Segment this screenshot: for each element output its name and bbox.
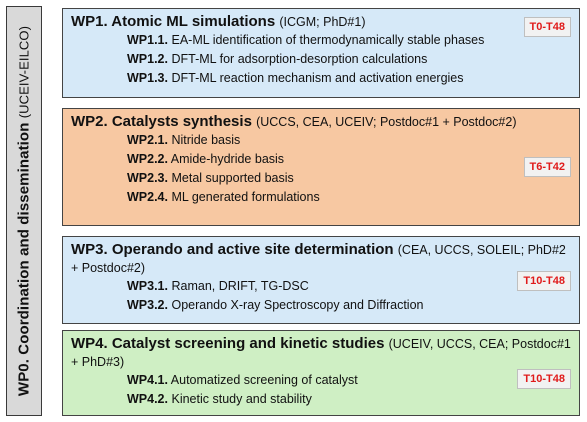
wp4-timeline-badge: T10-T48 — [517, 369, 571, 389]
wp0-coordination-bar: WP0. Coordination and dissemination (UCE… — [6, 6, 42, 416]
wp4-name: WP4. Catalyst screening and kinetic stud… — [71, 335, 385, 352]
wp3-timeline-badge: T10-T48 — [517, 271, 571, 291]
wp3-task: WP3.1. Raman, DRIFT, TG-DSC — [71, 277, 571, 296]
task-text: DFT-ML for adsorption-desorption calcula… — [171, 52, 428, 66]
wp2-task: WP2.1. Nitride basis — [71, 131, 571, 150]
task-number: WP4.2. — [127, 392, 168, 406]
wp4-task: WP4.2. Kinetic study and stability — [71, 390, 571, 409]
wp2-box: WP2. Catalysts synthesis (UCCS, CEA, UCE… — [62, 108, 580, 226]
task-text: Raman, DRIFT, TG-DSC — [171, 279, 309, 293]
wp2-timeline-badge: T6-T42 — [523, 157, 571, 177]
task-text: DFT-ML reaction mechanism and activation… — [171, 71, 464, 85]
task-number: WP1.1. — [127, 33, 168, 47]
wp3-box: WP3. Operando and active site determinat… — [62, 236, 580, 324]
wp1-box: WP1. Atomic ML simulations (ICGM; PhD#1)… — [62, 8, 580, 98]
wp1-task: WP1.3. DFT-ML reaction mechanism and act… — [71, 69, 571, 88]
wp4-partners: (UCEIV, UCCS, CEA; Postdoc#1 + PhD#3) — [71, 337, 571, 369]
wp1-partners: (ICGM; PhD#1) — [279, 15, 366, 29]
wp0-partner: (UCEIV-EILCO) — [16, 25, 32, 119]
task-text: EA-ML identification of thermodynamicall… — [171, 33, 485, 47]
wp0-label: WP0. Coordination and dissemination (UCE… — [16, 26, 33, 396]
wp2-title: WP2. Catalysts synthesis (UCCS, CEA, UCE… — [71, 113, 571, 131]
wp1-task: WP1.1. EA-ML identification of thermodyn… — [71, 31, 571, 50]
task-number: WP2.2. — [127, 152, 168, 166]
wp1-name: WP1. Atomic ML simulations — [71, 13, 276, 30]
wp1-timeline-badge: T0-T48 — [523, 17, 571, 37]
task-text: Nitride basis — [171, 133, 241, 147]
wp2-task: WP2.2. Amide-hydride basis — [71, 150, 571, 169]
top-strip — [0, 0, 587, 3]
task-text: Operando X-ray Spectroscopy and Diffract… — [171, 298, 424, 312]
task-text: Kinetic study and stability — [171, 392, 312, 406]
wp3-name: WP3. Operando and active site determinat… — [71, 241, 394, 258]
wp2-task: WP2.4. ML generated formulations — [71, 188, 571, 207]
task-text: Amide-hydride basis — [170, 152, 285, 166]
wp3-partners: (CEA, UCCS, SOLEIL; PhD#2 + Postdoc#2) — [71, 243, 566, 275]
wp4-title: WP4. Catalyst screening and kinetic stud… — [71, 335, 571, 371]
wp1-title: WP1. Atomic ML simulations (ICGM; PhD#1) — [71, 13, 571, 31]
task-number: WP1.3. — [127, 71, 168, 85]
wp3-title: WP3. Operando and active site determinat… — [71, 241, 571, 277]
task-text: Automatized screening of catalyst — [170, 373, 358, 387]
wp2-name: WP2. Catalysts synthesis — [71, 113, 252, 130]
task-number: WP3.1. — [127, 279, 168, 293]
task-number: WP1.2. — [127, 52, 168, 66]
task-number: WP2.1. — [127, 133, 168, 147]
wp4-box: WP4. Catalyst screening and kinetic stud… — [62, 330, 580, 416]
wp4-task: WP4.1. Automatized screening of catalyst — [71, 371, 571, 390]
wp2-task: WP2.3. Metal supported basis — [71, 169, 571, 188]
task-number: WP2.4. — [127, 190, 168, 204]
wp1-task: WP1.2. DFT-ML for adsorption-desorption … — [71, 50, 571, 69]
task-text: Metal supported basis — [171, 171, 294, 185]
wp3-task: WP3.2. Operando X-ray Spectroscopy and D… — [71, 296, 571, 315]
task-text: ML generated formulations — [171, 190, 320, 204]
task-number: WP3.2. — [127, 298, 168, 312]
wp0-title: WP0. Coordination and dissemination — [15, 122, 33, 397]
task-number: WP4.1. — [127, 373, 168, 387]
task-number: WP2.3. — [127, 171, 168, 185]
wp2-partners: (UCCS, CEA, UCEIV; Postdoc#1 + Postdoc#2… — [256, 115, 517, 129]
